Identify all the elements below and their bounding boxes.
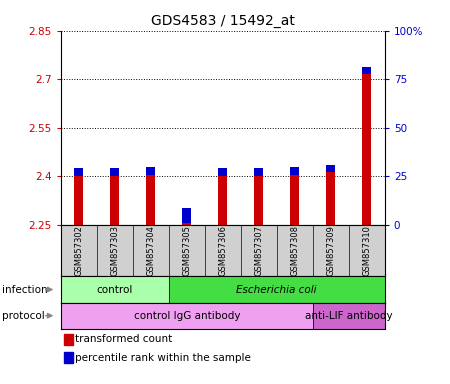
Bar <box>254 168 263 176</box>
Bar <box>362 66 371 74</box>
Bar <box>146 167 155 175</box>
Bar <box>362 74 371 225</box>
Text: GSM857305: GSM857305 <box>182 225 191 276</box>
Bar <box>110 176 119 225</box>
Text: GSM857302: GSM857302 <box>74 225 83 276</box>
Bar <box>326 172 335 225</box>
Bar <box>254 176 263 225</box>
Bar <box>290 167 299 175</box>
Text: anti-LIF antibody: anti-LIF antibody <box>305 311 392 321</box>
Bar <box>110 168 119 176</box>
Bar <box>326 164 335 172</box>
Text: GSM857307: GSM857307 <box>254 225 263 276</box>
Text: control: control <box>97 285 133 295</box>
Bar <box>64 352 73 363</box>
Bar <box>218 168 227 175</box>
Text: transformed count: transformed count <box>75 334 172 344</box>
Text: GSM857306: GSM857306 <box>218 225 227 276</box>
Bar <box>182 223 191 225</box>
Text: GSM857309: GSM857309 <box>326 225 335 276</box>
Bar <box>74 168 83 175</box>
Text: infection: infection <box>2 285 48 295</box>
Bar <box>61 303 313 329</box>
Bar <box>61 276 169 303</box>
Bar <box>169 276 385 303</box>
Bar <box>313 303 385 329</box>
Text: GSM857304: GSM857304 <box>146 225 155 276</box>
Bar <box>182 207 191 223</box>
Text: percentile rank within the sample: percentile rank within the sample <box>75 353 251 362</box>
Text: GSM857310: GSM857310 <box>362 225 371 276</box>
Text: Escherichia coli: Escherichia coli <box>237 285 317 295</box>
Title: GDS4583 / 15492_at: GDS4583 / 15492_at <box>151 14 295 28</box>
Bar <box>218 175 227 225</box>
Text: GSM857308: GSM857308 <box>290 225 299 276</box>
Bar <box>74 175 83 225</box>
Text: control IgG antibody: control IgG antibody <box>134 311 240 321</box>
Text: GSM857303: GSM857303 <box>110 225 119 276</box>
Bar <box>290 175 299 225</box>
Bar <box>146 175 155 225</box>
Bar <box>64 334 73 345</box>
Text: protocol: protocol <box>2 311 45 321</box>
